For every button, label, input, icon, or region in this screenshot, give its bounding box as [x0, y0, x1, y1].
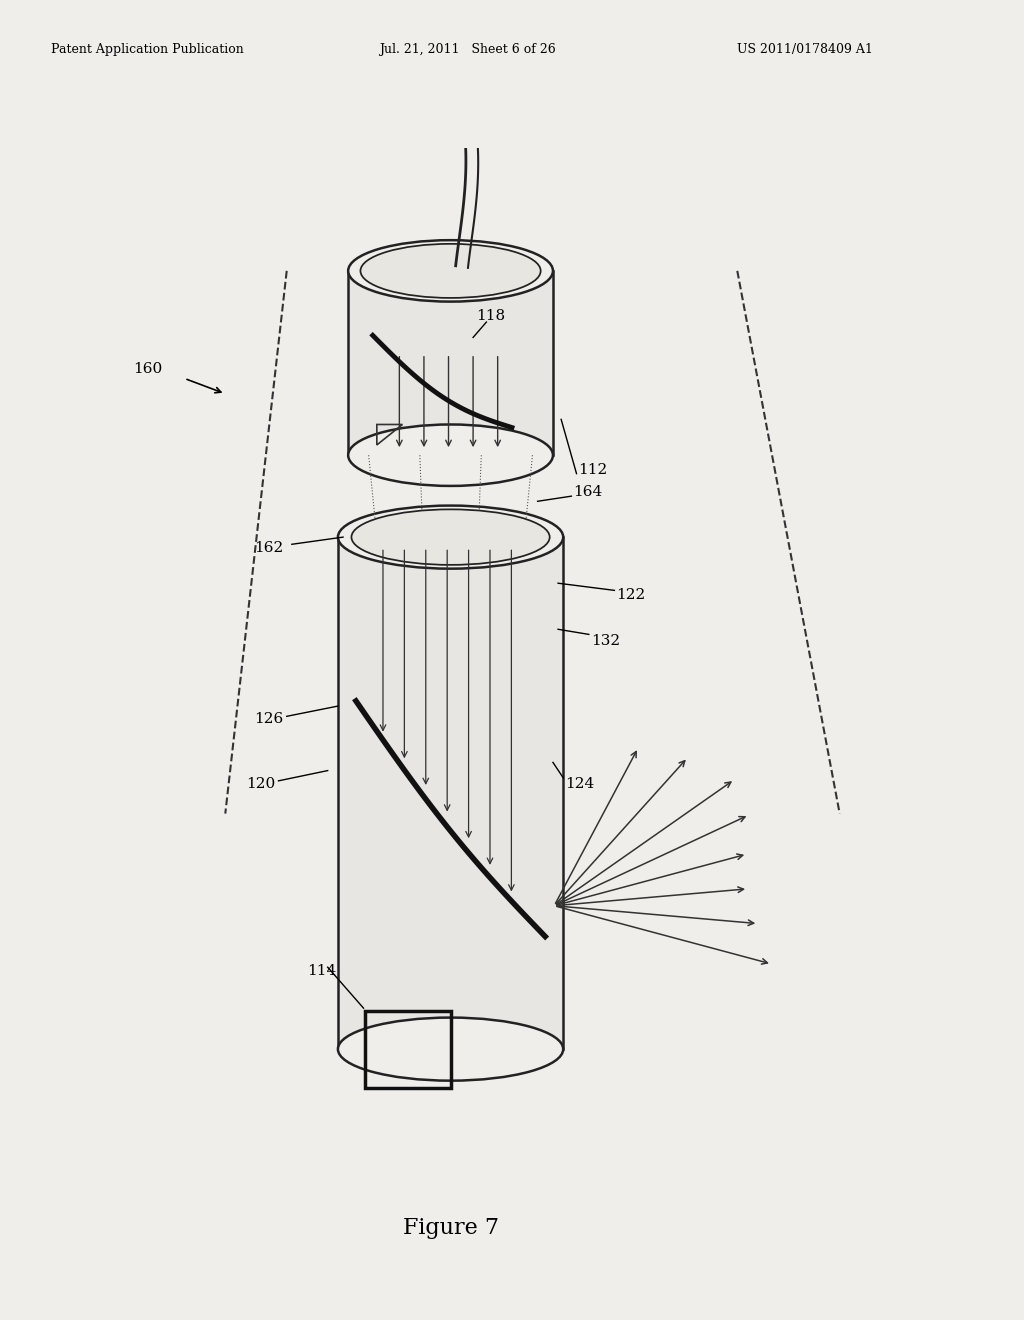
Text: 120: 120 — [246, 777, 275, 791]
Ellipse shape — [348, 240, 553, 301]
Ellipse shape — [360, 244, 541, 298]
Text: Patent Application Publication: Patent Application Publication — [51, 42, 244, 55]
Text: Figure 7: Figure 7 — [402, 1217, 499, 1239]
Text: 164: 164 — [573, 486, 603, 499]
Text: 132: 132 — [591, 634, 620, 648]
Polygon shape — [338, 537, 563, 1049]
Text: 124: 124 — [565, 777, 595, 791]
Text: 126: 126 — [254, 713, 284, 726]
Text: Jul. 21, 2011   Sheet 6 of 26: Jul. 21, 2011 Sheet 6 of 26 — [379, 42, 556, 55]
Text: 162: 162 — [254, 541, 284, 556]
Ellipse shape — [351, 510, 550, 565]
Text: US 2011/0178409 A1: US 2011/0178409 A1 — [737, 42, 873, 55]
Polygon shape — [348, 271, 553, 455]
Ellipse shape — [338, 1018, 563, 1081]
Ellipse shape — [338, 506, 563, 569]
Text: 160: 160 — [133, 362, 163, 376]
Text: 118: 118 — [476, 309, 505, 323]
Text: 112: 112 — [579, 462, 608, 477]
Text: 122: 122 — [616, 587, 646, 602]
Ellipse shape — [348, 425, 553, 486]
Text: 114: 114 — [307, 965, 337, 978]
